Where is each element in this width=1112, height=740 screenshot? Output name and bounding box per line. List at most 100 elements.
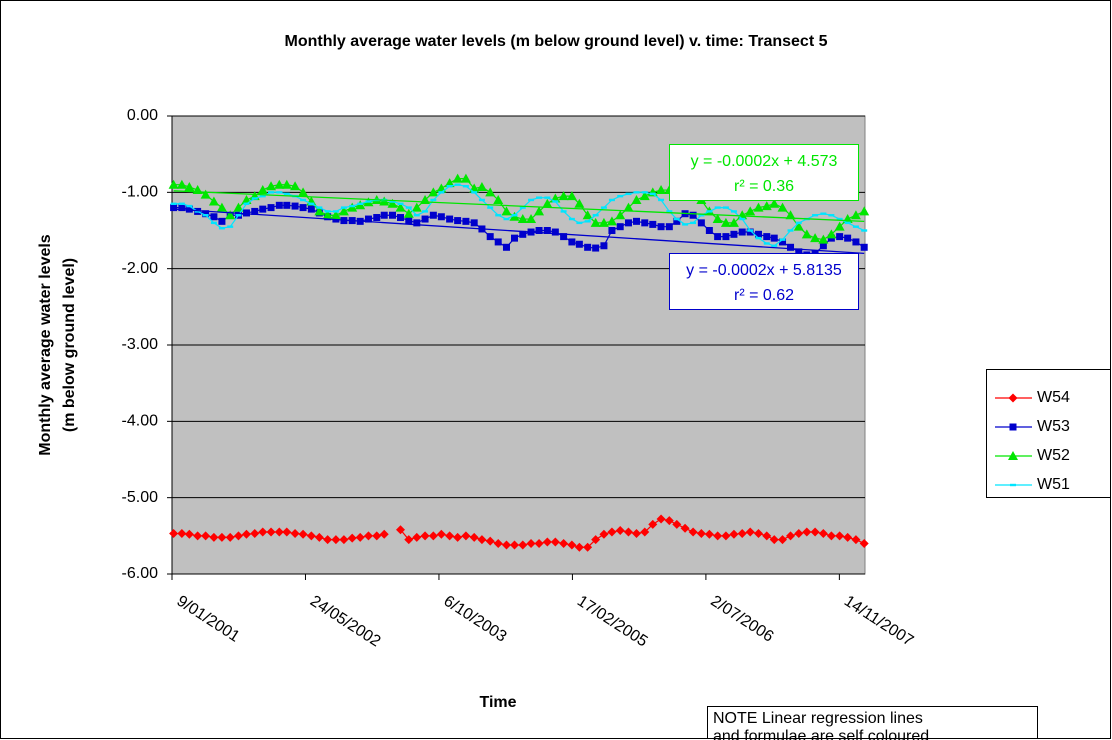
y-axis-title: Monthly average water levels — [37, 234, 54, 456]
marker — [745, 527, 755, 537]
marker — [210, 213, 218, 221]
marker — [777, 202, 788, 212]
marker — [712, 214, 723, 224]
marker — [697, 219, 705, 227]
legend-box — [986, 369, 1111, 498]
marker — [836, 233, 844, 241]
marker — [745, 206, 756, 216]
marker — [763, 233, 771, 241]
marker — [730, 230, 738, 238]
marker — [706, 210, 713, 213]
marker — [566, 191, 577, 201]
marker — [267, 204, 275, 212]
marker — [461, 531, 471, 541]
marker — [404, 535, 414, 545]
marker — [771, 244, 778, 247]
marker — [420, 531, 430, 541]
marker — [617, 194, 624, 198]
marker — [355, 532, 365, 542]
marker — [584, 220, 591, 223]
marker — [201, 531, 211, 541]
marker — [859, 206, 870, 216]
marker — [558, 191, 569, 201]
marker — [568, 217, 575, 221]
marker — [762, 531, 772, 541]
marker — [640, 527, 650, 537]
marker — [844, 234, 852, 242]
marker — [470, 219, 478, 227]
marker — [575, 240, 583, 248]
marker — [761, 201, 772, 211]
marker — [861, 229, 868, 232]
marker — [582, 210, 593, 220]
marker — [259, 194, 266, 198]
marker — [598, 217, 609, 227]
marker — [747, 229, 754, 232]
marker — [542, 537, 552, 547]
marker — [266, 527, 276, 537]
marker — [560, 210, 567, 213]
marker — [624, 219, 632, 227]
equation-box — [669, 144, 859, 201]
marker — [235, 214, 242, 217]
y-tick-label: -1.00 — [122, 184, 159, 201]
x-axis-title: Time — [479, 694, 516, 711]
marker — [510, 234, 518, 242]
marker — [177, 529, 187, 539]
marker — [746, 228, 754, 236]
marker — [802, 527, 812, 537]
marker — [753, 202, 764, 212]
marker — [779, 238, 786, 241]
marker — [648, 519, 658, 529]
marker — [446, 185, 453, 188]
marker — [787, 243, 795, 251]
marker — [608, 198, 615, 202]
marker — [372, 531, 382, 541]
marker — [282, 527, 292, 537]
marker — [526, 538, 536, 548]
marker — [689, 211, 697, 219]
marker — [607, 527, 617, 537]
marker — [168, 179, 179, 189]
marker — [258, 527, 268, 537]
marker — [193, 531, 203, 541]
marker — [233, 202, 244, 212]
marker — [704, 529, 714, 539]
marker — [599, 529, 609, 539]
marker — [202, 214, 209, 217]
marker — [818, 529, 828, 539]
marker — [574, 542, 584, 552]
marker — [673, 217, 681, 225]
marker — [680, 523, 690, 533]
marker — [834, 221, 845, 231]
marker — [526, 214, 537, 224]
marker — [714, 233, 722, 241]
legend-marker — [1008, 393, 1018, 403]
marker — [216, 202, 227, 212]
trend-r2: r² = 0.36 — [734, 178, 794, 195]
marker — [615, 525, 625, 535]
marker — [184, 181, 195, 191]
marker — [769, 535, 779, 545]
marker — [600, 206, 607, 209]
marker — [511, 214, 518, 217]
marker — [413, 214, 420, 217]
marker — [623, 202, 634, 212]
marker — [454, 183, 461, 186]
marker — [298, 529, 308, 539]
marker — [218, 217, 226, 225]
marker — [544, 196, 551, 199]
marker — [411, 202, 422, 212]
chart-title: Monthly average water levels (m below gr… — [285, 33, 828, 50]
marker — [559, 538, 569, 548]
marker — [688, 527, 698, 537]
marker — [322, 210, 333, 220]
marker — [462, 185, 469, 188]
marker — [445, 531, 455, 541]
marker — [795, 221, 802, 225]
marker — [438, 191, 445, 194]
marker — [453, 532, 463, 542]
marker — [436, 529, 446, 539]
marker — [722, 206, 729, 209]
